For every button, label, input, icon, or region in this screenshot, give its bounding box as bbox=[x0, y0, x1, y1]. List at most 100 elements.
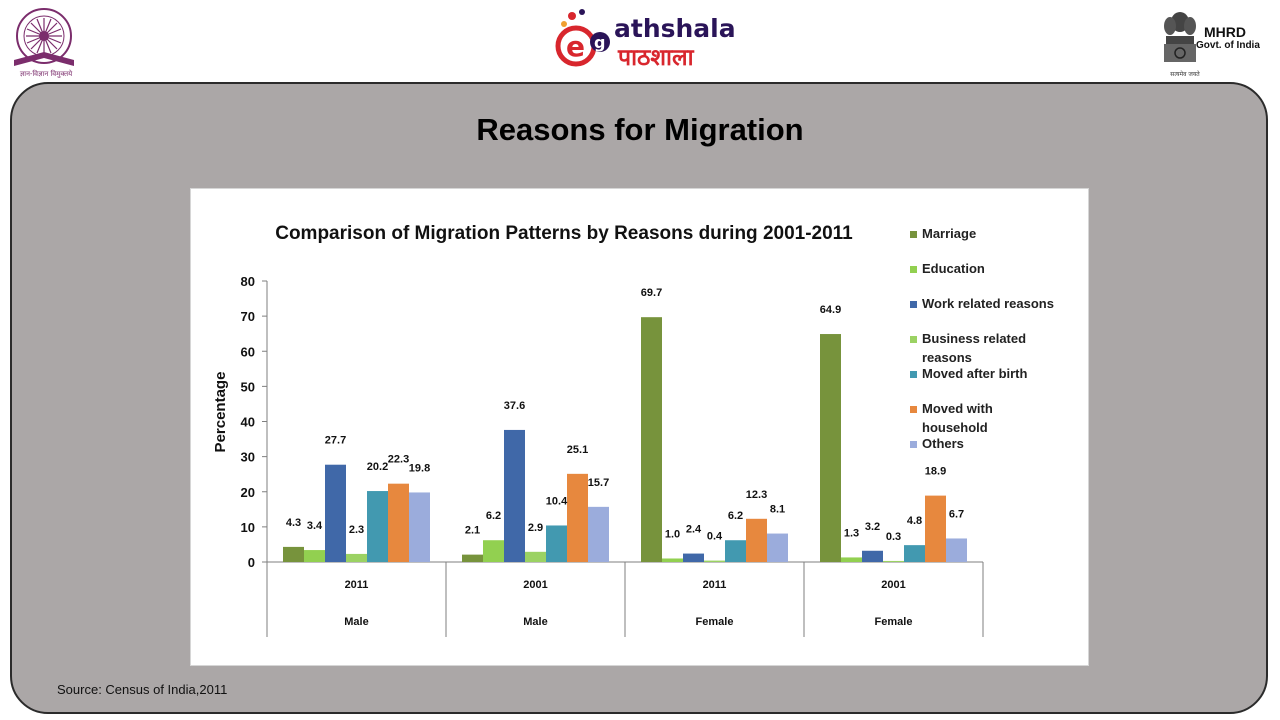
bar-others bbox=[946, 538, 967, 562]
legend-swatch bbox=[910, 406, 917, 413]
data-label: 2.4 bbox=[686, 524, 702, 536]
bar-moved-with-household bbox=[746, 518, 767, 562]
mhrd-title: MHRD bbox=[1204, 24, 1246, 40]
data-label: 1.3 bbox=[844, 527, 859, 539]
data-label: 2.9 bbox=[528, 522, 543, 534]
bar-work-related-reasons bbox=[862, 550, 883, 562]
bar-business-related-reasons bbox=[346, 553, 367, 562]
bar-moved-after-birth bbox=[904, 545, 925, 562]
bar-moved-with-household bbox=[925, 495, 946, 562]
bar-education bbox=[841, 557, 862, 562]
data-label: 1.0 bbox=[665, 528, 680, 540]
x-tick-label-group: Female bbox=[696, 616, 734, 628]
legend-swatch bbox=[910, 441, 917, 448]
bar-marriage bbox=[462, 554, 483, 562]
chart-title: Comparison of Migration Patterns by Reas… bbox=[275, 223, 853, 244]
x-tick-label-group: Female bbox=[875, 616, 913, 628]
mhrd-motto: सत्यमेव जयते bbox=[1170, 71, 1200, 78]
data-label: 0.4 bbox=[707, 531, 723, 543]
bar-marriage bbox=[283, 546, 304, 562]
y-tick-label: 70 bbox=[241, 309, 255, 324]
y-tick-label: 80 bbox=[241, 274, 255, 289]
data-label: 20.2 bbox=[367, 461, 388, 473]
data-label: 15.7 bbox=[588, 477, 609, 489]
y-tick-label: 40 bbox=[241, 415, 255, 430]
data-label: 18.9 bbox=[925, 466, 946, 478]
y-tick-label: 10 bbox=[241, 520, 255, 535]
data-label: 4.8 bbox=[907, 515, 922, 527]
data-label: 64.9 bbox=[820, 304, 841, 316]
bar-others bbox=[767, 533, 788, 562]
legend-entry: Others bbox=[922, 436, 964, 451]
data-label: 10.4 bbox=[546, 495, 568, 507]
data-label: 2.1 bbox=[465, 525, 480, 537]
source-note: Source: Census of India,2011 bbox=[57, 682, 228, 697]
legend-swatch bbox=[910, 266, 917, 273]
data-label: 8.1 bbox=[770, 504, 785, 516]
chart-data-labels: 4.3 2.1 69.7 64.9 3.4 6.2 1.0 1.3 27.7 37.6 2.4 3.2… bbox=[286, 287, 964, 543]
x-tick-label-group: Male bbox=[523, 616, 547, 628]
bar-work-related-reasons bbox=[683, 553, 704, 562]
bar-business-related-reasons bbox=[704, 560, 725, 562]
y-tick-label: 20 bbox=[241, 485, 255, 500]
bar-work-related-reasons bbox=[504, 429, 525, 562]
header-bar: ज्ञान-विज्ञान विमुक्तये e g athshala पाठ… bbox=[0, 0, 1280, 82]
data-label: 22.3 bbox=[388, 454, 409, 466]
legend-swatch bbox=[910, 301, 917, 308]
chart-axes: 0 10 20 30 40 50 60 70 80 2011 Male 2001 Male 2011 Fem… bbox=[241, 274, 984, 637]
chart-legend: Marriage Education Work related reasons Bus… bbox=[910, 226, 1054, 451]
x-tick-label-year: 2011 bbox=[703, 579, 727, 591]
data-label: 6.7 bbox=[949, 508, 964, 520]
data-label: 6.2 bbox=[728, 510, 743, 522]
legend-entry: reasons bbox=[922, 350, 972, 365]
bar-moved-with-household bbox=[567, 473, 588, 562]
legend-swatch bbox=[910, 371, 917, 378]
bar-education bbox=[483, 540, 504, 562]
y-tick-label: 60 bbox=[241, 344, 255, 359]
slide-title: Reasons for Migration bbox=[476, 112, 804, 147]
legend-swatch bbox=[910, 336, 917, 343]
bar-education bbox=[304, 550, 325, 562]
bar-moved-after-birth bbox=[546, 525, 567, 562]
y-tick-label: 30 bbox=[241, 450, 255, 465]
bar-marriage bbox=[641, 317, 662, 562]
data-label: 25.1 bbox=[567, 444, 588, 456]
bar-marriage bbox=[820, 334, 841, 562]
bar-moved-after-birth bbox=[367, 491, 388, 562]
x-tick-label-year: 2011 bbox=[345, 579, 369, 591]
data-label: 3.2 bbox=[865, 521, 880, 533]
bar-others bbox=[588, 506, 609, 562]
data-label: 0.3 bbox=[886, 531, 901, 543]
bar-education bbox=[662, 558, 683, 562]
y-axis-label: Percentage bbox=[212, 372, 229, 453]
svg-text:e: e bbox=[566, 30, 585, 63]
bar-moved-with-household bbox=[388, 483, 409, 562]
data-label: 19.8 bbox=[409, 462, 430, 474]
legend-entry: Business related bbox=[922, 331, 1026, 346]
data-label: 4.3 bbox=[286, 517, 301, 529]
data-label: 12.3 bbox=[746, 489, 767, 501]
data-label: 6.2 bbox=[486, 510, 501, 522]
bar-business-related-reasons bbox=[525, 551, 546, 562]
bar-work-related-reasons bbox=[325, 464, 346, 562]
bar-business-related-reasons bbox=[883, 560, 904, 562]
legend-entry: Education bbox=[922, 261, 985, 276]
migration-bar-chart: Comparison of Migration Patterns by Reas… bbox=[212, 223, 1054, 637]
data-label: 27.7 bbox=[325, 435, 346, 447]
legend-entry: household bbox=[922, 420, 988, 435]
bar-moved-after-birth bbox=[725, 540, 746, 562]
data-label: 2.3 bbox=[349, 524, 364, 536]
mhrd-subtitle: Govt. of India bbox=[1196, 40, 1260, 51]
legend-swatch bbox=[910, 231, 917, 238]
svg-text:g: g bbox=[594, 33, 605, 52]
y-tick-label: 50 bbox=[241, 379, 255, 394]
chart-container bbox=[190, 188, 1089, 666]
legend-entry: Work related reasons bbox=[922, 296, 1054, 311]
legend-entry: Marriage bbox=[922, 226, 976, 241]
x-tick-label-group: Male bbox=[344, 616, 368, 628]
chart-bars bbox=[283, 317, 967, 562]
national-emblem-icon bbox=[1164, 12, 1196, 62]
x-tick-label-year: 2001 bbox=[523, 579, 547, 591]
bar-others bbox=[409, 492, 430, 562]
brand-name-english: athshala bbox=[614, 14, 736, 43]
